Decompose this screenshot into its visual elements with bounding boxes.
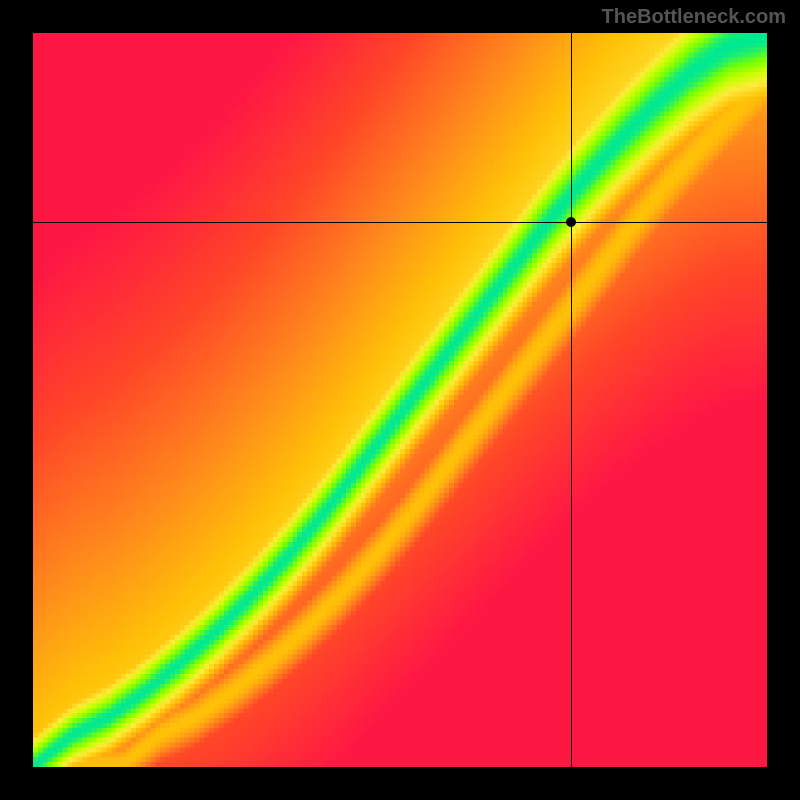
crosshair-horizontal	[33, 222, 767, 223]
chart-container: TheBottleneck.com	[0, 0, 800, 800]
intersection-marker	[566, 217, 576, 227]
heatmap-area	[33, 33, 767, 767]
crosshair-vertical	[571, 33, 572, 767]
watermark-text: TheBottleneck.com	[602, 6, 786, 29]
heatmap-canvas	[33, 33, 767, 767]
